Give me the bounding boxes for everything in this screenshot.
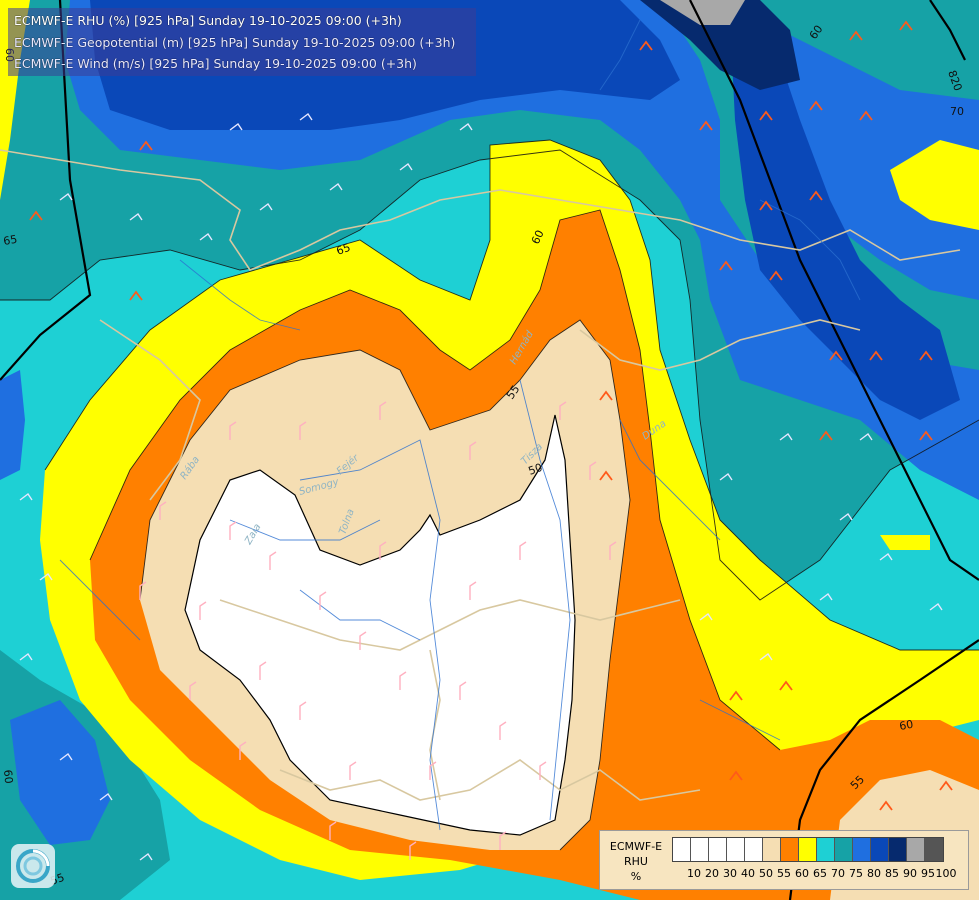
legend-swatch [817, 838, 835, 861]
geopotential-contour-east-2 [929, 0, 966, 61]
wind-barbs-strong [29, 20, 953, 811]
rhu-band-80-sw-blob [10, 700, 110, 845]
legend-swatch [745, 838, 763, 861]
legend-unit: % [630, 870, 642, 883]
ecmwf-logo-icon[interactable] [10, 843, 56, 889]
legend-label: 75 [849, 867, 863, 880]
legend-swatch [763, 838, 781, 861]
map-title-geopotential: ECMWF-E Geopotential (m) [925 hPa] Sunda… [14, 35, 456, 50]
contour-label: 60 [898, 718, 914, 733]
rhu-band-80-west-blob [0, 370, 25, 480]
legend-swatch [907, 838, 925, 861]
rhu-legend: ECMWF-E RHU % 10 20 30 40 50 55 60 65 70 75 80 85 90… [599, 830, 969, 890]
wind-barbs-light [139, 401, 617, 860]
rhu-band-80-east [780, 30, 979, 300]
map-title-wind: ECMWF-E Wind (m/s) [925 hPa] Sunday 19-1… [14, 56, 417, 71]
rhu-band-85-east [730, 20, 960, 420]
legend-label: 90 [903, 867, 917, 880]
legend-title: ECMWF-E RHU % [600, 839, 672, 884]
wind-barbs-light-cyan [19, 112, 943, 861]
contour-label: 50 [527, 461, 545, 478]
rhu-band-95 [660, 0, 745, 25]
legend-label: 95 [921, 867, 935, 880]
legend-label: 10 [687, 867, 701, 880]
legend-label: 50 [759, 867, 773, 880]
legend-swatch [925, 838, 943, 861]
legend-label: 80 [867, 867, 881, 880]
rhu-band-90 [640, 0, 800, 90]
legend-label: 55 [777, 867, 791, 880]
rhu-contour-lines [0, 139, 979, 851]
legend-variable: RHU [624, 855, 648, 868]
legend-swatch [709, 838, 727, 861]
legend-swatch [871, 838, 889, 861]
legend-swatch [853, 838, 871, 861]
legend-label: 65 [813, 867, 827, 880]
legend-swatch [835, 838, 853, 861]
legend-label: 30 [723, 867, 737, 880]
geopotential-contour-east [689, 0, 979, 581]
legend-label: 100 [935, 867, 957, 880]
legend-model: ECMWF-E [609, 840, 663, 853]
legend-swatch [673, 838, 691, 861]
contour-label: 60 [529, 228, 547, 246]
legend-swatch [727, 838, 745, 861]
legend-swatch [691, 838, 709, 861]
legend-label: 20 [705, 867, 719, 880]
legend-label: 60 [795, 867, 809, 880]
country-borders [0, 149, 961, 801]
rhu-band-50 [184, 414, 576, 836]
rhu-band-65-se-corner [880, 535, 930, 550]
legend-label: 40 [741, 867, 755, 880]
contour-label: 70 [950, 105, 964, 118]
contour-label: 65 [2, 233, 18, 248]
rhu-band-65-west-edge [0, 0, 30, 200]
rhu-band-65-ne [890, 140, 979, 230]
legend-swatch [799, 838, 817, 861]
legend-swatch [781, 838, 799, 861]
map-title-rhu: ECMWF-E RHU (%) [925 hPa] Sunday 19-10-2… [14, 13, 402, 28]
legend-label: 85 [885, 867, 899, 880]
legend-color-scale [672, 837, 944, 862]
contour-label: 65 [335, 241, 353, 258]
legend-swatch [889, 838, 907, 861]
legend-label: 70 [831, 867, 845, 880]
contour-label: 60 [1, 769, 15, 784]
map-title-panel [8, 8, 476, 76]
